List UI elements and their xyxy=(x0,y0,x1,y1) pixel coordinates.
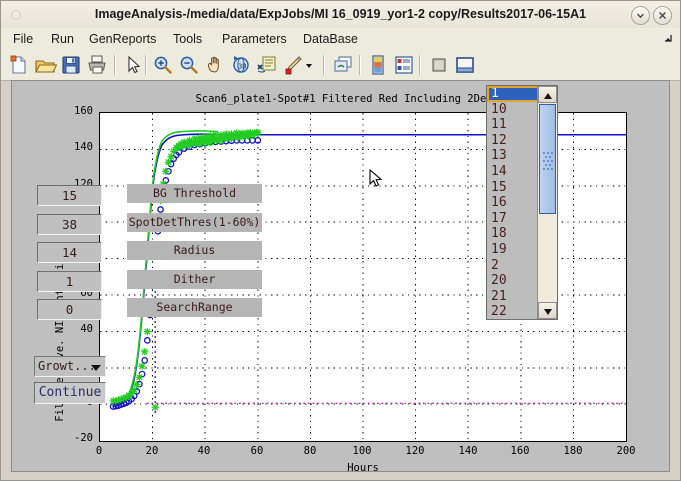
toolbar: 3D xyxy=(1,50,680,81)
ytick-160: 160 xyxy=(74,105,93,117)
plot-browser-icon[interactable] xyxy=(392,53,416,77)
menu-item-parameters[interactable]: Parameters xyxy=(222,32,287,46)
listbox-option[interactable]: 16 xyxy=(491,195,507,211)
listbox-option[interactable]: 2 xyxy=(491,257,499,273)
zoom-out-icon[interactable] xyxy=(177,53,201,77)
listbox-option[interactable]: 21 xyxy=(491,288,507,304)
link-plot-icon[interactable] xyxy=(331,53,355,77)
xtick-0: 0 xyxy=(95,445,103,457)
listbox-option[interactable]: 13 xyxy=(491,148,507,164)
menu-item-file[interactable]: File xyxy=(13,32,34,46)
plot-title: Scan6_plate1-Spot#1 Filtered Red Includi… xyxy=(195,93,531,105)
listbox-option[interactable]: 17 xyxy=(491,210,507,226)
property-editor-icon[interactable] xyxy=(427,53,451,77)
radius-input[interactable]: 14 xyxy=(37,242,102,263)
minimize-button[interactable] xyxy=(631,6,650,25)
scroll-up-button[interactable] xyxy=(538,86,557,103)
listbox-option[interactable]: 22 xyxy=(491,304,507,320)
insert-legend-icon[interactable] xyxy=(255,53,279,77)
listbox-option[interactable]: 15 xyxy=(491,179,507,195)
scrollbar-thumb[interactable] xyxy=(539,104,556,214)
xtick-200: 200 xyxy=(616,445,636,457)
x-axis-title: Hours xyxy=(347,462,379,474)
brush-tool-icon[interactable] xyxy=(281,53,305,77)
xtick-140: 140 xyxy=(458,445,478,457)
search-range-label: SearchRange xyxy=(127,298,262,317)
thumb-grip-icon xyxy=(543,152,553,170)
ytick--20: -20 xyxy=(74,432,93,444)
menu-bar: File Run GenReports Tools Parameters Dat… xyxy=(1,28,680,51)
listbox-option[interactable]: 12 xyxy=(491,132,507,148)
save-figure-icon[interactable] xyxy=(59,53,83,77)
search-range-input[interactable]: 0 xyxy=(37,299,102,320)
colormap-icon[interactable] xyxy=(366,53,390,77)
listbox-option[interactable]: 19 xyxy=(491,241,507,257)
brush-dropdown-icon[interactable] xyxy=(303,53,315,77)
caret-down-icon xyxy=(544,309,552,315)
dither-input[interactable]: 1 xyxy=(37,271,102,292)
scroll-down-button[interactable] xyxy=(538,302,557,319)
rotate-3d-icon[interactable]: 3D xyxy=(229,53,253,77)
svg-text:3D: 3D xyxy=(238,63,246,71)
radius-label: Radius xyxy=(127,241,262,260)
ytick-140: 140 xyxy=(74,141,93,153)
bg-threshold-label: BG Threshold xyxy=(127,184,262,203)
pan-hand-icon[interactable] xyxy=(203,53,227,77)
menu-item-genreports[interactable]: GenReports xyxy=(89,32,157,46)
listbox-option[interactable]: 20 xyxy=(491,273,507,289)
ytick-40: 40 xyxy=(80,323,93,335)
listbox-option[interactable]: 11 xyxy=(491,117,507,133)
dock-arrow-icon[interactable] xyxy=(660,32,674,46)
listbox-option[interactable]: 1 xyxy=(487,86,539,102)
xtick-180: 180 xyxy=(563,445,583,457)
xtick-160: 160 xyxy=(510,445,530,457)
chevron-down-icon xyxy=(91,365,101,371)
xtick-60: 60 xyxy=(250,445,264,457)
zoom-in-icon[interactable] xyxy=(151,53,175,77)
mode-popup-value: Growt... xyxy=(38,359,96,373)
window-title: ImageAnalysis-/media/data/ExpJobs/MI 16_… xyxy=(94,7,587,21)
new-figure-icon[interactable] xyxy=(7,53,31,77)
xtick-40: 40 xyxy=(197,445,211,457)
bg-threshold-input[interactable]: 15 xyxy=(37,185,102,206)
print-figure-icon[interactable] xyxy=(85,53,109,77)
listbox-option[interactable]: 14 xyxy=(491,163,507,179)
listbox-option[interactable]: 10 xyxy=(491,101,507,117)
listbox-scrollbar[interactable] xyxy=(537,86,557,319)
chevron-down-icon xyxy=(636,13,645,19)
menu-item-database[interactable]: DataBase xyxy=(303,32,358,46)
xtick-80: 80 xyxy=(303,445,317,457)
listbox-items[interactable]: 110111213141516171819220212223 xyxy=(487,86,539,319)
window-menu-dot xyxy=(11,10,21,20)
listbox-option[interactable]: 18 xyxy=(491,226,507,242)
xtick-120: 120 xyxy=(405,445,425,457)
caret-up-icon xyxy=(544,93,552,99)
xtick-20: 20 xyxy=(145,445,159,457)
open-file-icon[interactable] xyxy=(33,53,58,77)
mode-popup-menu[interactable]: Growt... xyxy=(34,356,106,377)
dither-label: Dither xyxy=(127,270,262,289)
figure-panel: Scan6_plate1-Spot#1 Filtered Red Includi… xyxy=(11,80,670,474)
figure-palette-icon[interactable] xyxy=(453,53,477,77)
close-icon xyxy=(659,12,666,19)
close-button[interactable] xyxy=(653,6,672,25)
title-bar: ImageAnalysis-/media/data/ExpJobs/MI 16_… xyxy=(1,1,680,29)
xtick-100: 100 xyxy=(352,445,372,457)
menu-item-tools[interactable]: Tools xyxy=(173,32,203,46)
pointer-select-icon[interactable] xyxy=(121,53,145,77)
spot-det-thres-label: SpotDetThres(1-60%) xyxy=(127,213,262,232)
scan-listbox[interactable]: 110111213141516171819220212223 xyxy=(486,85,558,320)
menu-item-run[interactable]: Run xyxy=(51,32,74,46)
spot-det-thres-input[interactable]: 38 xyxy=(37,214,102,235)
continue-button[interactable]: Continue xyxy=(34,382,106,404)
